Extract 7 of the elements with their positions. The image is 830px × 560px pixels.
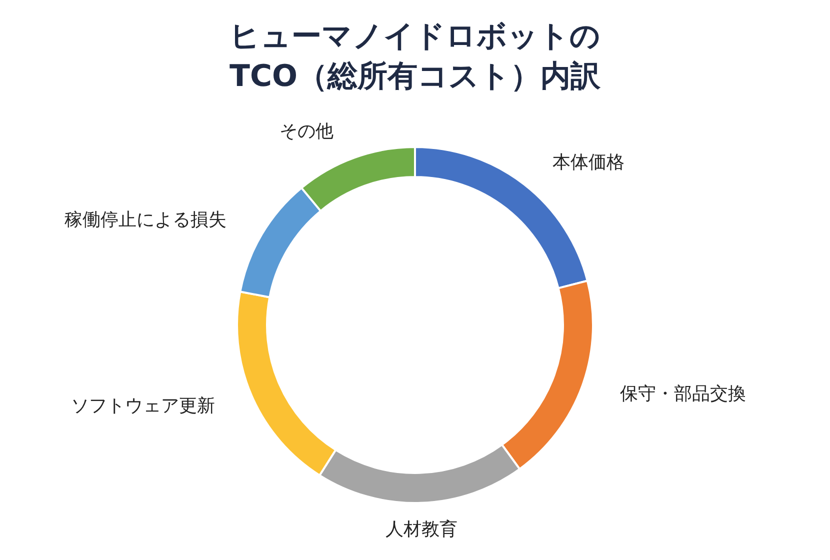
slice-label: ソフトウェア更新	[70, 395, 215, 416]
slice-label: その他	[280, 121, 334, 142]
slice-label: 保守・部品交換	[620, 383, 746, 404]
slice-label: 稼働停止による損失	[64, 210, 227, 231]
chart-title: ヒューマノイドロボットの TCO（総所有コスト）内訳	[230, 19, 602, 94]
slice-label: 本体価格	[552, 152, 625, 174]
slice-label: 人材教育	[385, 518, 458, 540]
